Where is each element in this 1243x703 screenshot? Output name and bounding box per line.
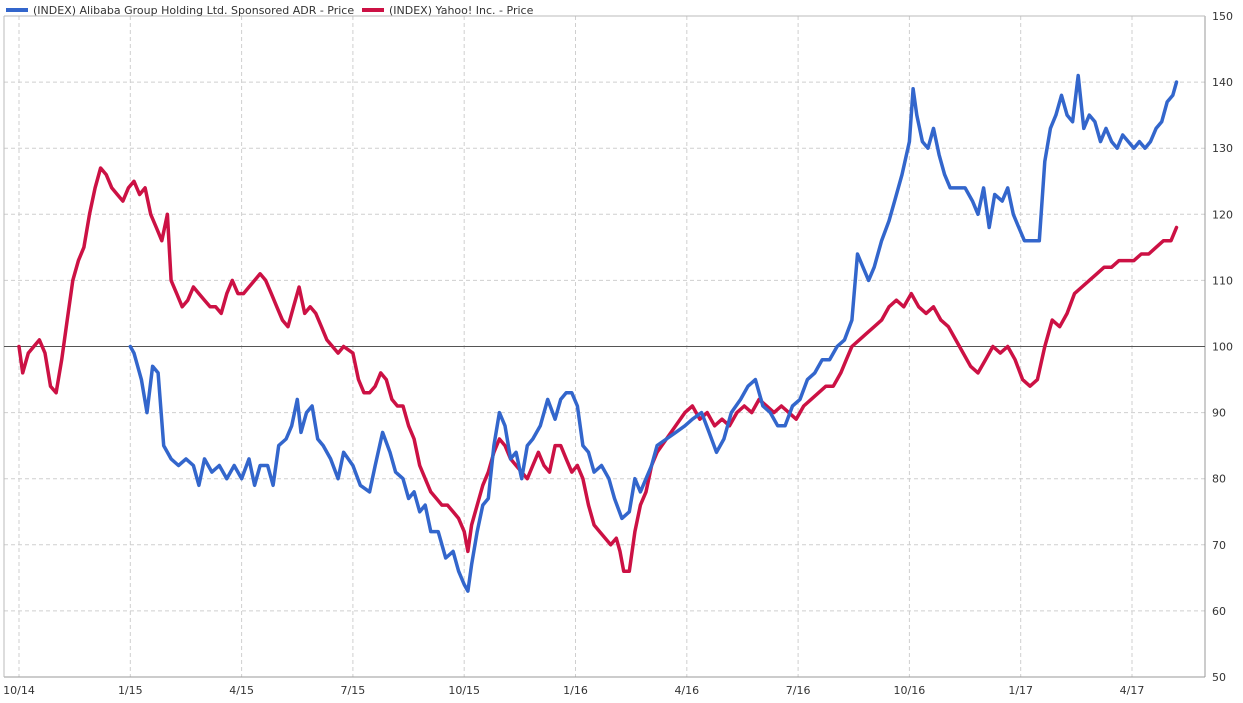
y-tick-label: 80: [1212, 473, 1226, 486]
x-tick-label: 4/16: [674, 684, 699, 697]
x-tick-label: 10/16: [894, 684, 926, 697]
y-tick-label: 50: [1212, 671, 1226, 684]
series-layer: [17, 73, 1179, 593]
x-tick-label: 4/15: [229, 684, 254, 697]
x-tick-label: 4/17: [1120, 684, 1145, 697]
x-tick-label: 10/14: [3, 684, 35, 697]
x-tick-label: 1/16: [563, 684, 588, 697]
legend-label-yahoo: (INDEX) Yahoo! Inc. - Price: [389, 4, 534, 17]
legend: (INDEX) Alibaba Group Holding Ltd. Spons…: [6, 4, 534, 17]
legend-label-alibaba: (INDEX) Alibaba Group Holding Ltd. Spons…: [33, 4, 354, 17]
y-tick-label: 90: [1212, 407, 1226, 420]
y-tick-label: 100: [1212, 341, 1233, 354]
y-tick-label: 130: [1212, 142, 1233, 155]
y-tick-label: 60: [1212, 605, 1226, 618]
x-tick-label: 1/17: [1008, 684, 1033, 697]
series-line-alibaba: [128, 73, 1179, 593]
x-axis-ticks: 10/14 1/15 4/15 7/15 10/15 1/16 4/16 7/16 10/16 1…: [3, 684, 1144, 697]
y-tick-label: 120: [1212, 208, 1233, 221]
y-tick-label: 70: [1212, 539, 1226, 552]
x-tick-label: 7/15: [341, 684, 366, 697]
x-tick-label: 7/16: [786, 684, 811, 697]
y-tick-label: 110: [1212, 274, 1233, 287]
y-tick-label: 140: [1212, 76, 1233, 89]
y-axis-ticks: 50 60 70 80 90 100 110 120 130 140 150: [1212, 10, 1233, 684]
x-tick-label: 10/15: [448, 684, 480, 697]
series-line-yahoo: [17, 166, 1179, 573]
y-tick-label: 150: [1212, 10, 1233, 23]
x-tick-label: 1/15: [118, 684, 143, 697]
